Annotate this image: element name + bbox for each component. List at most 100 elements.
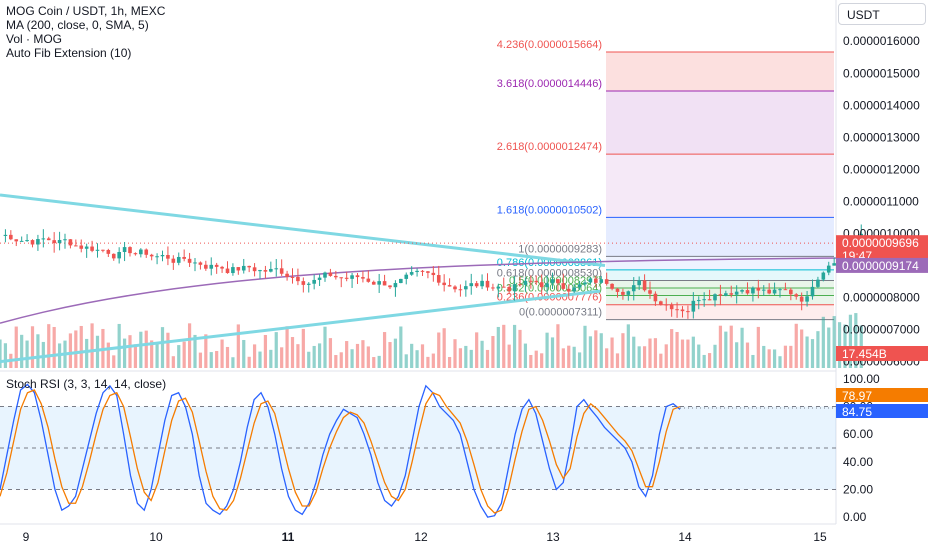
- stoch-d-label: 78.97: [842, 389, 872, 403]
- candle-body: [155, 256, 159, 258]
- candle-body: [68, 239, 73, 246]
- legend-fib[interactable]: Auto Fib Extension (10): [6, 46, 132, 60]
- volume-bar: [280, 347, 284, 368]
- candle-body: [323, 272, 327, 278]
- fib-zone: [606, 51, 834, 92]
- volume-bar: [561, 348, 565, 368]
- volume-bar: [296, 344, 300, 368]
- volume-bar: [567, 345, 571, 368]
- volume-bar: [659, 353, 663, 368]
- volume-bar: [707, 353, 712, 368]
- candle-body: [63, 239, 67, 241]
- candle-body: [491, 287, 495, 289]
- candle-body: [545, 283, 549, 288]
- candle-body: [653, 293, 658, 302]
- legend-ma[interactable]: MA (200, close, 0, SMA, 5): [6, 18, 149, 32]
- volume-bar: [193, 334, 197, 368]
- candle-body: [187, 258, 192, 263]
- candles: [3, 224, 864, 319]
- volume-bar: [789, 345, 793, 368]
- candle-body: [101, 249, 105, 251]
- volume-bar: [821, 316, 825, 368]
- fib-level-label: 0(0.0000007311): [519, 307, 602, 319]
- volume-bar: [854, 313, 858, 368]
- volume-bar: [25, 340, 29, 368]
- volume-bar: [718, 325, 723, 368]
- currency-button[interactable]: USDT: [838, 3, 926, 25]
- volume-bar: [399, 326, 403, 368]
- candle-body: [290, 276, 295, 278]
- candle-body: [637, 280, 641, 286]
- candle-body: [171, 258, 176, 263]
- volume-bar: [47, 324, 51, 368]
- volume-bar: [642, 346, 647, 368]
- time-axis-tick: 15: [813, 530, 827, 544]
- volume-bar: [274, 332, 278, 368]
- candle-body: [339, 277, 344, 279]
- candle-body: [176, 256, 181, 263]
- price-axis-tick: 0.0000008000: [843, 291, 920, 305]
- candle-body: [312, 279, 316, 284]
- candle-body: [144, 249, 149, 255]
- volume-bar: [447, 356, 452, 368]
- fib-level-label: 1(0.0000009283): [518, 243, 602, 255]
- volume-bar: [177, 345, 181, 368]
- volume-bar: [247, 356, 251, 368]
- candle-body: [724, 293, 728, 296]
- candle-body: [518, 284, 522, 286]
- candle-body: [198, 262, 203, 265]
- stoch-rsi-k-line: [0, 383, 681, 518]
- volume-bar: [691, 336, 695, 368]
- candle-body: [269, 268, 273, 272]
- candle-body: [350, 275, 354, 279]
- volume-bar: [783, 345, 788, 368]
- volume-bar: [610, 337, 614, 368]
- volume-bar: [827, 327, 831, 368]
- volume-bar: [20, 334, 24, 368]
- candle-body: [832, 263, 836, 266]
- rsi-axis-tick: 40.00: [843, 455, 873, 469]
- stoch-rsi-legend[interactable]: Stoch RSI (3, 3, 14, 14, close): [6, 377, 167, 391]
- candle-body: [247, 265, 251, 268]
- candle-body: [231, 267, 235, 274]
- legend-volume[interactable]: Vol · MOG: [6, 32, 63, 46]
- candle-body: [306, 283, 311, 285]
- candle-body: [149, 254, 154, 257]
- volume-bar: [577, 352, 582, 368]
- volume-bar: [339, 352, 343, 368]
- candle-body: [122, 247, 127, 253]
- volume-bar: [236, 324, 240, 368]
- candle-body: [610, 283, 614, 289]
- legend-symbol-title[interactable]: MOG Coin / USDT, 1h, MEXC: [6, 4, 166, 18]
- candle-body: [529, 280, 533, 282]
- stoch-k-label: 84.75: [842, 405, 872, 419]
- candle-body: [377, 281, 381, 285]
- volume-bar: [464, 345, 468, 368]
- candle-body: [328, 272, 333, 276]
- volume-bar: [778, 356, 782, 368]
- volume-bar: [426, 356, 430, 368]
- volume-bar: [848, 314, 853, 368]
- volume-bar: [756, 326, 760, 368]
- candle-body: [214, 264, 219, 267]
- candle-body: [415, 270, 419, 273]
- volume-bar: [41, 341, 45, 368]
- candle-body: [263, 270, 268, 272]
- rsi-axis-tick: 0.00: [843, 510, 867, 524]
- volume-bar: [772, 349, 777, 368]
- candle-body: [46, 238, 51, 241]
- candle-body: [556, 279, 560, 284]
- candle-body: [539, 282, 544, 288]
- candle-body: [816, 279, 820, 287]
- candle-body: [599, 279, 604, 283]
- rsi-axis-tick: 60.00: [843, 427, 873, 441]
- volume-bar: [480, 340, 484, 368]
- candle-body: [534, 280, 539, 283]
- candle-body: [826, 265, 831, 273]
- volume-bar: [133, 344, 138, 368]
- candle-body: [317, 277, 322, 280]
- time-axis-tick: 13: [546, 530, 560, 544]
- candle-body: [160, 255, 165, 257]
- volume-bar: [512, 324, 517, 368]
